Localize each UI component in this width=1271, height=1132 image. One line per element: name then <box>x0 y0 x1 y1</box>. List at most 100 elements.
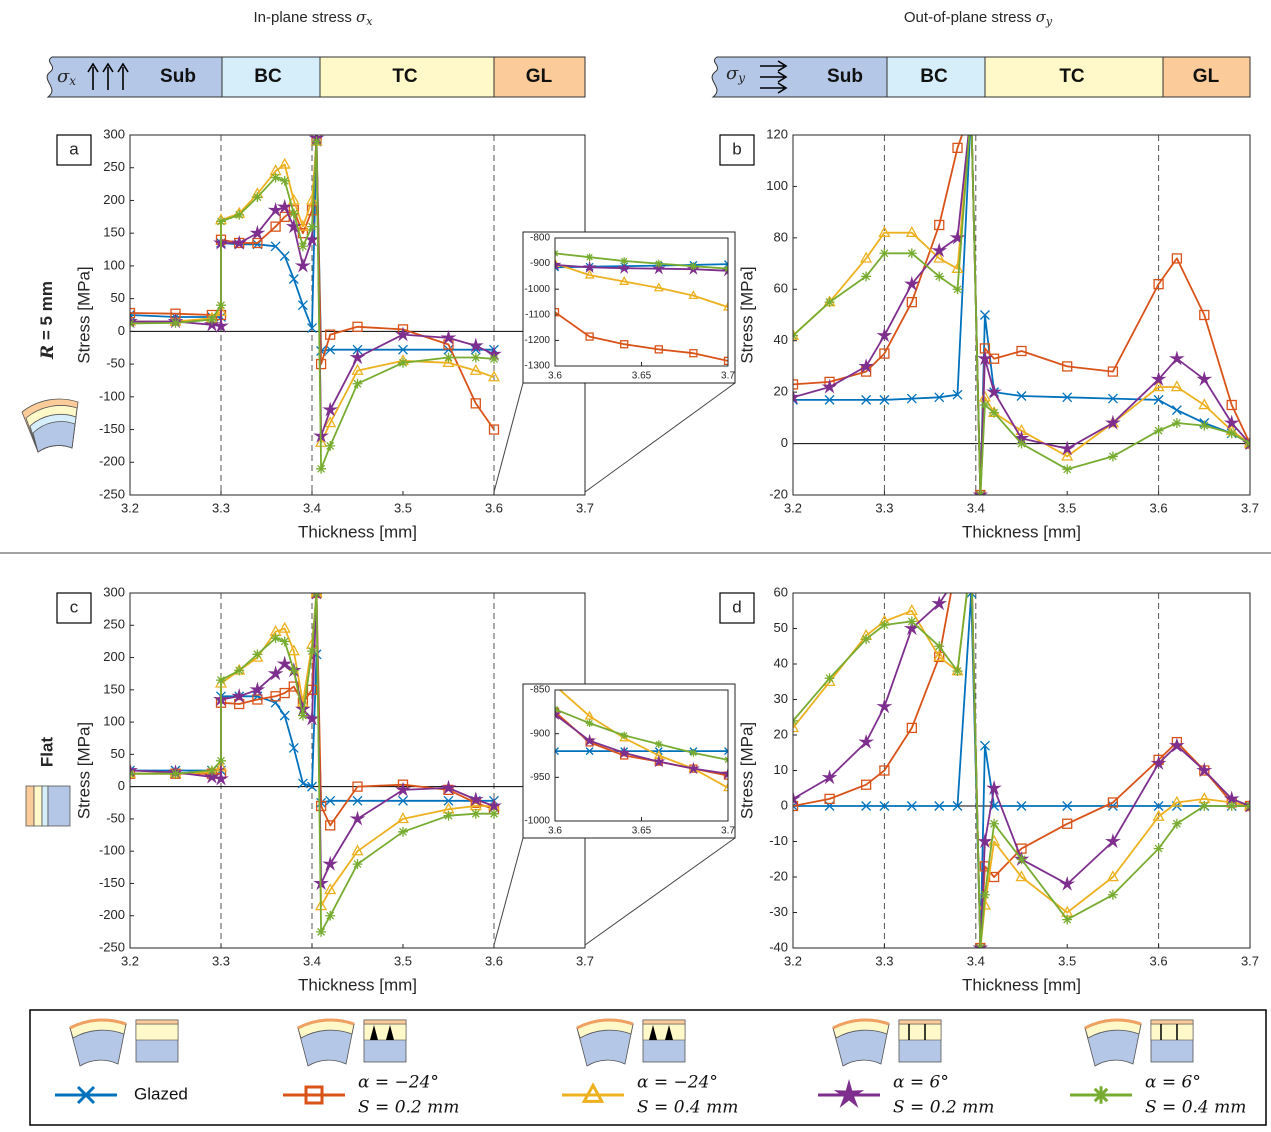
marker <box>296 219 309 231</box>
marker <box>1171 418 1182 428</box>
y-tick-label: -1300 <box>524 361 550 372</box>
marker <box>1062 914 1073 925</box>
marker <box>270 697 281 708</box>
marker <box>555 308 560 317</box>
series-line <box>130 140 495 470</box>
zoom-link <box>584 382 736 493</box>
marker <box>688 290 699 300</box>
marker <box>934 271 945 282</box>
legend-icon-curved <box>1084 1018 1142 1030</box>
y-tick-label: 250 <box>103 617 125 632</box>
marker <box>905 604 918 615</box>
marker <box>1061 449 1074 461</box>
marker <box>555 747 559 756</box>
y-tick-label: 100 <box>766 178 788 193</box>
marker <box>297 778 308 789</box>
marker <box>352 321 363 332</box>
y-axis-label: Stress [MPa] <box>737 722 756 819</box>
x-tick-label: 3.4 <box>303 953 321 968</box>
marker <box>270 172 281 183</box>
marker <box>689 349 698 358</box>
chart: -250 -200 -150 -100 -50 0 50 100 150 200 250 300 3.2… <box>56 584 594 994</box>
panel-label: b <box>732 139 741 158</box>
marker <box>1171 405 1182 416</box>
legend-crack <box>386 1025 394 1040</box>
marker <box>443 795 454 806</box>
marker <box>879 394 890 405</box>
y-tick-label: -100 <box>99 388 125 403</box>
legend-icon-flat <box>1150 1019 1194 1025</box>
x-axis-label: Thickness [mm] <box>298 975 417 994</box>
marker <box>267 202 284 217</box>
marker <box>1171 253 1183 264</box>
marker <box>487 370 501 382</box>
marker <box>861 801 872 811</box>
x-tick-label: 3.4 <box>967 500 985 515</box>
legend-icon-flat <box>642 1023 686 1041</box>
bar-symbol-text: σ <box>57 66 70 87</box>
marker <box>1223 790 1240 806</box>
layer-tc <box>984 56 1164 98</box>
marker <box>288 665 299 676</box>
y-tick-label: -50 <box>106 356 125 371</box>
marker <box>582 260 597 274</box>
marker <box>234 209 245 220</box>
layer-label: BC <box>920 66 948 87</box>
marker <box>906 616 917 627</box>
marker <box>396 812 410 824</box>
y-tick-label: 100 <box>103 714 125 729</box>
series-line <box>555 264 728 272</box>
marker <box>440 779 457 795</box>
marker <box>879 348 890 359</box>
marker <box>1168 350 1185 366</box>
marker <box>689 262 698 271</box>
marker <box>979 400 990 410</box>
column-title: In-plane stress σx <box>253 8 373 28</box>
legend-icon-flat <box>642 1019 686 1025</box>
x-tick-label: 3.65 <box>632 371 652 382</box>
marker <box>858 733 875 749</box>
marker <box>278 621 291 633</box>
legend-icon-curved <box>297 1018 355 1030</box>
marker <box>905 225 918 237</box>
marker <box>288 208 299 219</box>
x-tick-label: 3.2 <box>121 500 139 515</box>
chart: -40 -30 -20 -10 0 10 20 30 40 50 60 3.2 3.3 3.4 3.5 3.6… <box>719 553 1259 994</box>
marker <box>216 300 226 311</box>
marker <box>285 218 302 234</box>
y-tick-label: -1000 <box>524 816 550 827</box>
marker <box>689 749 698 757</box>
series-line <box>555 311 728 362</box>
marker <box>1059 875 1076 891</box>
y-tick-label: 0 <box>118 323 125 338</box>
marker <box>860 251 873 263</box>
marker <box>967 553 976 562</box>
layer-label: BC <box>254 66 282 87</box>
marker <box>279 175 290 186</box>
marker <box>723 301 728 311</box>
marker <box>1199 420 1210 431</box>
marker <box>279 251 290 262</box>
y-tick-label: 0 <box>781 435 788 450</box>
layer-label: GL <box>526 66 553 87</box>
marker <box>824 394 835 405</box>
marker <box>952 666 963 677</box>
y-tick-label: -1200 <box>524 335 550 346</box>
y-tick-label: 100 <box>103 257 125 272</box>
marker <box>1092 1086 1110 1104</box>
marker <box>988 353 1000 364</box>
marker <box>966 593 977 598</box>
series-line <box>555 708 728 761</box>
marker <box>352 378 363 389</box>
zoom-link <box>493 382 524 493</box>
marker <box>325 820 336 831</box>
marker <box>652 754 666 768</box>
marker <box>1107 889 1118 900</box>
y-tick-label: 40 <box>774 655 788 670</box>
marker <box>288 274 299 284</box>
marker <box>322 855 339 871</box>
plot-border <box>554 237 729 367</box>
marker <box>170 768 181 779</box>
marker <box>1062 801 1073 811</box>
marker <box>249 681 266 697</box>
